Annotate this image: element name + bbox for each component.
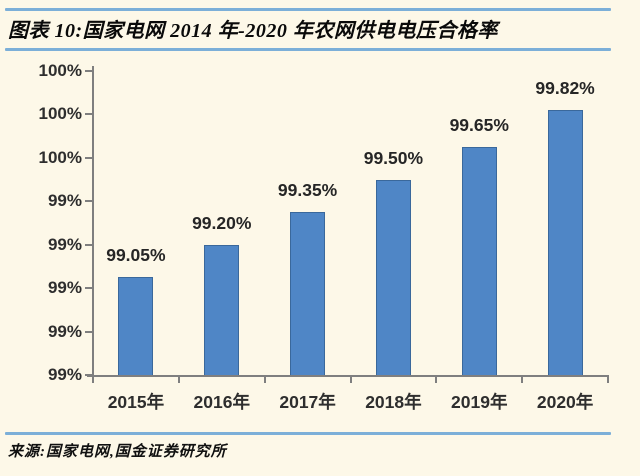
title-divider-line <box>5 48 611 51</box>
bar-value-label: 99.35% <box>277 180 338 201</box>
x-axis-tick <box>177 375 180 383</box>
y-axis-tick <box>85 70 93 72</box>
x-axis-tick <box>92 375 94 383</box>
bar-value-label: 99.20% <box>192 212 252 233</box>
bottom-divider-line <box>5 432 611 435</box>
y-axis-label: 100% <box>38 61 82 80</box>
bar <box>375 179 411 375</box>
y-axis-label: 99% <box>47 365 82 384</box>
x-axis-tick <box>349 375 352 383</box>
bar-value-label: 99.50% <box>363 147 424 168</box>
x-axis-label: 2020年 <box>536 392 594 412</box>
bar <box>461 147 497 375</box>
y-axis-label: 99% <box>47 278 82 298</box>
y-axis-label: 100% <box>38 104 82 124</box>
y-axis-line <box>92 66 94 382</box>
bar <box>290 212 326 375</box>
x-axis-label: 2019年 <box>451 392 508 412</box>
x-axis-label: 2017年 <box>279 392 336 412</box>
y-axis-label: 99% <box>47 321 82 341</box>
figure-title: 图表 10:国家电网 2014 年-2020 年农网供电电压合格率 <box>8 20 498 42</box>
bar-value-label: 99.82% <box>535 78 595 99</box>
y-axis-tick <box>85 156 93 159</box>
x-axis-tick <box>435 375 438 383</box>
x-axis-label: 2015年 <box>107 392 165 412</box>
y-axis-label: 100% <box>38 147 82 167</box>
y-axis-tick <box>85 287 93 290</box>
x-axis-label: 2018年 <box>365 392 422 412</box>
y-axis-tick <box>85 243 93 246</box>
top-divider-line <box>5 8 611 11</box>
y-axis-tick <box>85 200 93 203</box>
x-axis-tick <box>607 375 609 383</box>
y-axis-label: 99% <box>47 191 82 211</box>
x-axis-tick <box>521 375 524 383</box>
x-axis-tick <box>263 375 266 383</box>
y-axis-tick <box>85 113 93 116</box>
y-axis-tick <box>85 330 93 333</box>
y-axis-label: 99% <box>47 234 82 254</box>
bar <box>204 244 240 375</box>
x-axis-line <box>87 375 608 377</box>
bar <box>547 110 583 375</box>
bar-value-label: 99.05% <box>106 245 166 266</box>
x-axis-label: 2016年 <box>193 392 250 412</box>
source-note: 来源:国家电网,国金证券研究所 <box>8 444 227 460</box>
bar <box>118 277 154 375</box>
bar-value-label: 99.65% <box>449 115 509 135</box>
